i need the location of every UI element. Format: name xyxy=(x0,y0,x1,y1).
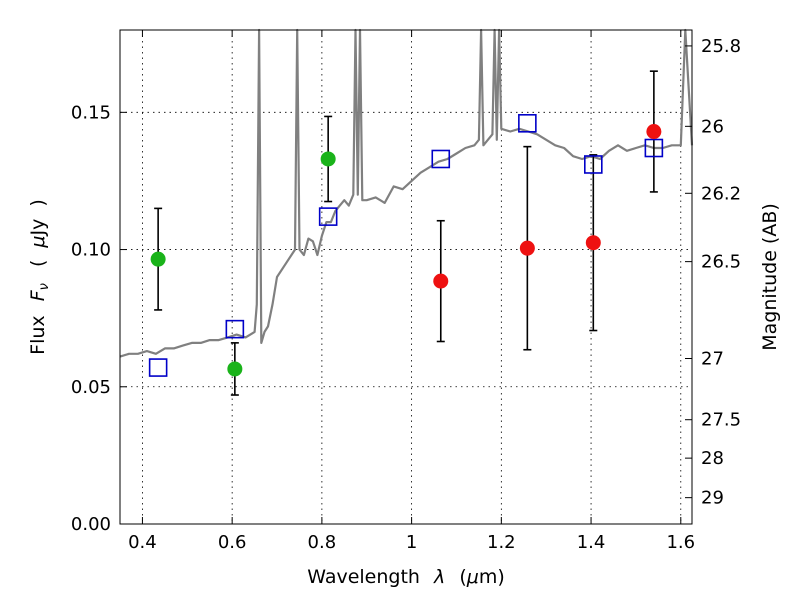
x-tick-label: 0.8 xyxy=(308,532,337,553)
y-axis-label-unit: Jy xyxy=(27,219,49,237)
model-photometry-square xyxy=(148,358,168,377)
x-tick-label: 1.6 xyxy=(666,532,695,553)
model-photometry-square xyxy=(318,207,338,226)
x-axis-label-unit: m) xyxy=(479,566,505,588)
y2-tick-label: 25.8 xyxy=(701,36,741,57)
x-tick-label: 0.6 xyxy=(218,532,247,553)
y2-tick-label: 26.2 xyxy=(701,183,741,204)
observed-nir-point xyxy=(519,240,535,256)
y-axis-label-symbol: F xyxy=(27,289,49,301)
y-tick-label: 0.00 xyxy=(71,514,111,535)
observed-optical-point xyxy=(150,251,166,267)
y-axis-label: Flux Fν ( μJy ) xyxy=(27,199,53,355)
model-photometry-square xyxy=(644,138,664,158)
model-photometry-square xyxy=(225,319,245,339)
x-axis-label-word: Wavelength xyxy=(307,566,420,588)
grid-layer xyxy=(120,30,692,524)
observed-optical-point xyxy=(227,361,243,377)
x-tick-label: 1.2 xyxy=(487,532,516,553)
model-spectrum-line xyxy=(119,28,694,358)
observed-nir-point xyxy=(433,273,449,289)
y-axis-label-paren-close: ) xyxy=(27,199,49,206)
spectrum-layer xyxy=(119,28,694,358)
y-tick-label: 0.15 xyxy=(71,102,111,123)
model-photometry-square xyxy=(584,155,603,174)
observed-nir-point xyxy=(646,124,662,140)
errorbar-layer xyxy=(154,70,658,396)
y2-tick-label: 28 xyxy=(701,448,724,469)
x-axis-label-symbol: λ xyxy=(433,566,445,588)
y-axis-label-word: Flux xyxy=(27,315,49,355)
y2-tick-label: 26.5 xyxy=(701,252,741,273)
x-axis-label-mu: μ xyxy=(466,566,479,588)
y2-tick-label: 27 xyxy=(701,349,724,370)
x-axis-label-paren: ( xyxy=(459,566,466,588)
y2-tick-label: 26 xyxy=(701,116,724,137)
y-axis-label-paren-open: ( xyxy=(27,260,49,267)
model-photometry-square xyxy=(518,114,537,133)
model-photometry-square xyxy=(431,149,451,169)
y-tick-label: 0.05 xyxy=(71,377,111,398)
x-tick-label: 1 xyxy=(406,532,417,553)
y-tick-label: 0.10 xyxy=(71,240,111,261)
tick-layer: 0.4 0.6 0.8 1 1.2 1.4 1.6 0.00 0.05 0.10 0.15 25.8 2… xyxy=(71,30,741,553)
y-axis-label-mu: μ xyxy=(27,235,49,248)
x-axis-label: Wavelength λ (μm) xyxy=(307,566,505,588)
observed-nir-point xyxy=(585,235,601,251)
plot-frame xyxy=(119,29,693,525)
marker-layer xyxy=(148,114,664,377)
y2-tick-label: 27.5 xyxy=(701,410,741,431)
x-tick-label: 1.4 xyxy=(577,532,606,553)
observed-optical-point xyxy=(320,151,336,167)
y2-tick-label: 29 xyxy=(701,488,724,509)
x-tick-label: 0.4 xyxy=(128,532,157,553)
y2-axis-label: Magnitude (AB) xyxy=(759,203,781,351)
y-axis-label-subscript: ν xyxy=(37,283,52,290)
